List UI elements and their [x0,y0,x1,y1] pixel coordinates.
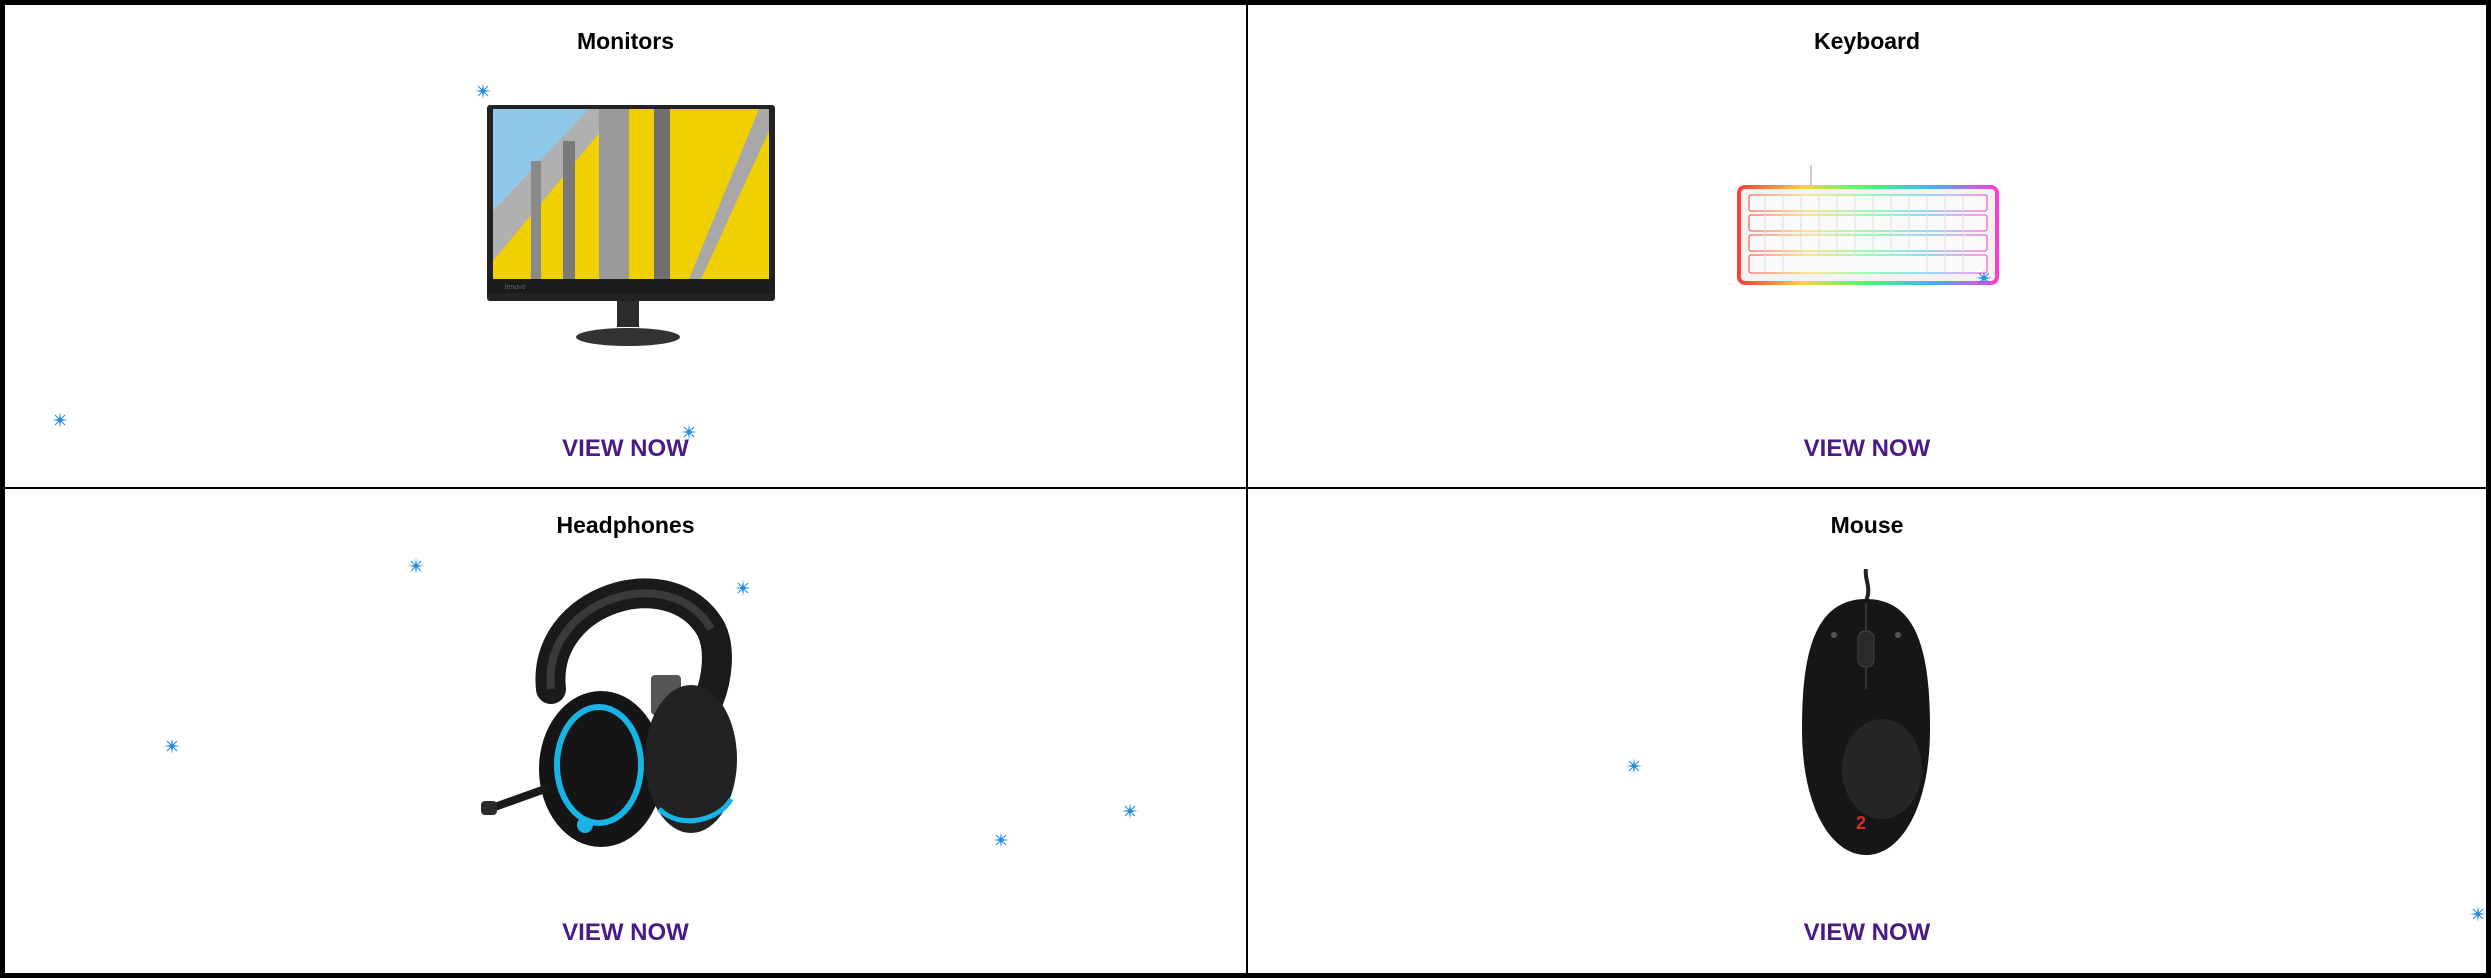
sparkle-icon [993,832,1009,848]
view-now-link[interactable]: VIEW NOW [562,919,689,946]
view-now-link[interactable]: VIEW NOW [562,435,689,462]
category-title: Keyboard [1813,28,1921,54]
headphones-image[interactable] [481,569,767,857]
sparkle-icon [2470,906,2486,922]
category-title: Headphones [556,512,695,538]
category-card-headphones: Headphones VIEW NOW [5,489,1246,973]
category-card-monitors: Monitors lenovo VIEW NOW [5,5,1246,487]
category-title: Monitors [576,28,675,54]
sparkle-icon [52,412,68,428]
mouse-image[interactable]: 2 [1792,569,1942,859]
sparkle-icon [1626,758,1642,774]
sparkle-icon [475,83,491,99]
product-category-grid: Monitors lenovo VIEW NOW Keyboard [5,5,2486,973]
sparkle-icon [1976,270,1992,286]
svg-text:2: 2 [1856,813,1866,833]
sparkle-icon [681,424,697,440]
monitor-image[interactable]: lenovo [479,101,775,357]
sparkle-icon [1122,803,1138,819]
category-title: Mouse [1830,512,1904,538]
svg-text:lenovo: lenovo [505,284,526,291]
category-card-keyboard: Keyboard [1248,5,2486,487]
sparkle-icon [408,558,424,574]
category-card-mouse: Mouse 2 VIEW NOW [1248,489,2486,973]
view-now-link[interactable]: VIEW NOW [1803,435,1931,462]
keyboard-image[interactable] [1735,165,2001,285]
view-now-link[interactable]: VIEW NOW [1803,919,1931,946]
sparkle-icon [735,580,751,596]
sparkle-icon [164,738,180,754]
